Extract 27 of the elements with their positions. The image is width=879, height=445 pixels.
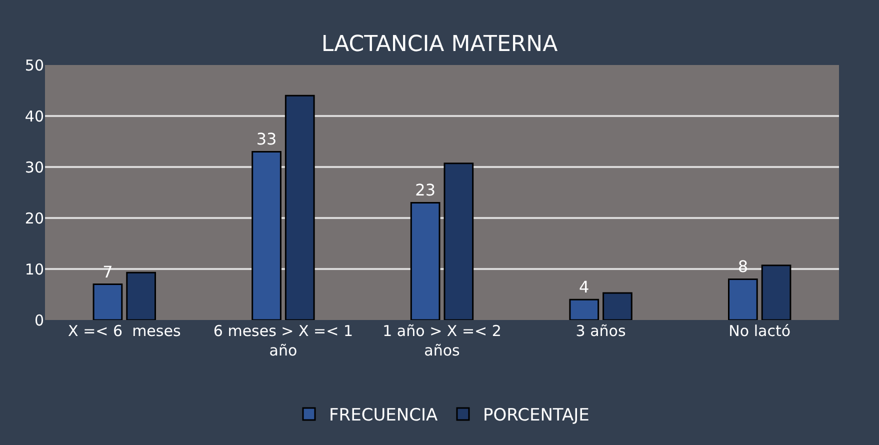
bar xyxy=(126,272,156,320)
data-label: 33 xyxy=(256,130,277,149)
x-tick-label: X =< 6 meses xyxy=(68,322,181,340)
y-tick-label: 30 xyxy=(24,158,44,176)
y-tick-label: 10 xyxy=(24,260,44,278)
bar xyxy=(444,162,474,320)
bar xyxy=(569,298,600,320)
data-label: 4 xyxy=(579,278,590,297)
chart-title: LACTANCIA MATERNA xyxy=(321,32,558,57)
x-tick-label: No lactó xyxy=(728,322,791,340)
y-tick-label: 40 xyxy=(24,107,44,126)
y-tick-label: 50 xyxy=(24,56,44,74)
y-tick-label: 20 xyxy=(24,209,44,228)
x-tick-label: 1 año > X =< 2 años xyxy=(382,322,502,360)
legend-label: FRECUENCIA xyxy=(329,406,438,426)
legend-label: PORCENTAJE xyxy=(482,406,590,426)
bar xyxy=(284,94,315,320)
bar xyxy=(252,150,282,320)
bar xyxy=(92,284,123,320)
bar xyxy=(761,264,792,320)
bar xyxy=(410,202,440,320)
x-tick-label: 6 meses > X =< 1 año xyxy=(213,322,354,360)
x-tick-label: 3 años xyxy=(576,322,626,340)
bar xyxy=(602,292,632,320)
data-label: 23 xyxy=(415,180,436,200)
y-tick-label: 0 xyxy=(34,311,44,330)
bar xyxy=(728,278,758,320)
